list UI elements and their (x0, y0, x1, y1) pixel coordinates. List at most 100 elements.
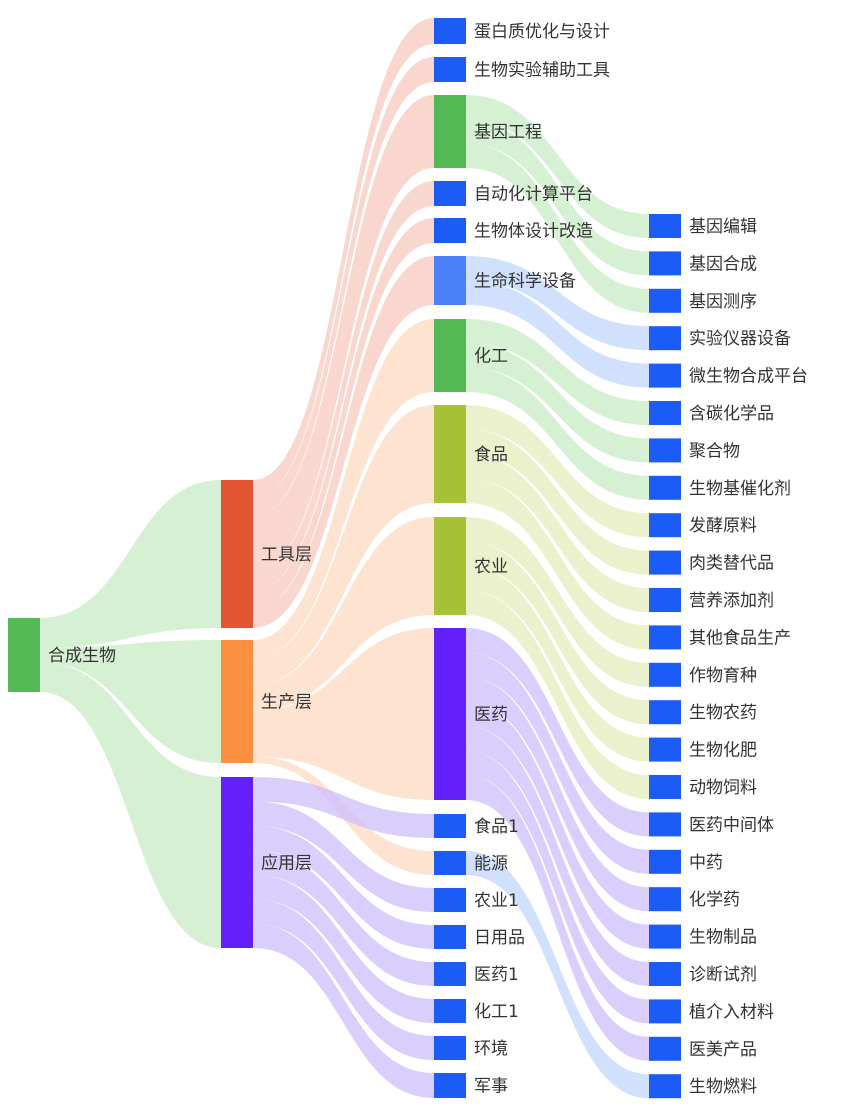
node-l7 (649, 438, 681, 463)
link-root-app (40, 662, 221, 948)
node-a6 (434, 999, 466, 1023)
node-label-l16: 动物饲料 (689, 778, 757, 798)
link-p4-l19 (466, 677, 649, 912)
node-p4 (434, 628, 466, 800)
node-t5 (434, 218, 466, 243)
node-l19 (649, 887, 681, 912)
node-l12 (649, 625, 681, 650)
node-label-l23: 医美产品 (689, 1040, 757, 1060)
node-label-l19: 化学药 (689, 890, 740, 910)
node-a8 (434, 1073, 466, 1098)
link-root-tool (40, 480, 221, 648)
node-l20 (649, 924, 681, 949)
node-a1 (434, 814, 466, 838)
node-l13 (649, 662, 681, 687)
link-app-a6 (253, 874, 434, 1023)
link-p4-l22 (466, 750, 649, 1024)
link-root-prod (40, 640, 221, 763)
node-label-l6: 含碳化学品 (689, 404, 774, 424)
node-tool (221, 480, 253, 628)
link-p4-l18 (466, 652, 649, 874)
node-label-t4: 自动化计算平台 (474, 185, 593, 205)
link-t6-l5 (466, 280, 649, 388)
node-label-l8: 生物基催化剂 (689, 479, 791, 499)
link-p2-l12 (466, 478, 649, 650)
node-label-t6: 生命科学设备 (474, 272, 576, 292)
node-label-l24: 生物燃料 (689, 1077, 757, 1097)
node-label-root: 合成生物 (48, 646, 116, 666)
link-p1-l7 (466, 343, 649, 463)
link-p1-l6 (466, 319, 649, 425)
node-l8 (649, 475, 681, 500)
node-root (8, 618, 40, 692)
node-l6 (649, 401, 681, 425)
node-l21 (649, 962, 681, 986)
node-l24 (649, 1074, 681, 1099)
node-a2 (434, 851, 466, 875)
node-label-a1: 食品1 (474, 817, 519, 837)
link-app-a7 (253, 899, 434, 1060)
link-app-a1 (253, 777, 434, 838)
node-label-l18: 中药 (689, 853, 723, 873)
node-l15 (649, 737, 681, 762)
link-app-a8 (253, 923, 434, 1098)
node-label-t5: 生物体设计改造 (474, 222, 593, 242)
link-p1-l8 (466, 367, 649, 500)
node-label-l9: 发酵原料 (689, 516, 757, 536)
node-label-l4: 实验仪器设备 (689, 329, 791, 349)
node-t2 (434, 57, 466, 82)
link-p2-l11 (466, 454, 649, 612)
node-l9 (649, 513, 681, 538)
link-app-a3 (253, 801, 434, 912)
link-p3-l16 (466, 590, 649, 799)
node-label-l17: 医药中间体 (689, 815, 774, 835)
node-p2 (434, 405, 466, 503)
link-t6-l4 (466, 256, 649, 351)
node-t6 (434, 256, 466, 305)
node-label-p3: 农业 (474, 557, 508, 577)
node-l22 (649, 999, 681, 1024)
node-label-l21: 诊断试剂 (689, 965, 757, 985)
link-tool-t2 (253, 57, 434, 517)
node-label-l14: 生物农药 (689, 703, 757, 723)
nodes-layer (8, 18, 681, 1099)
node-label-a4: 日用品 (474, 928, 525, 948)
link-a2-l24 (466, 851, 649, 1099)
node-label-l3: 基因测序 (689, 292, 757, 312)
link-p4-l21 (466, 726, 649, 986)
node-a3 (434, 888, 466, 912)
link-prod-p4 (253, 628, 434, 800)
node-label-a8: 军事 (474, 1077, 508, 1097)
node-l17 (649, 812, 681, 837)
link-t3-l3 (466, 143, 649, 313)
node-l1 (649, 214, 681, 238)
node-label-a3: 农业1 (474, 891, 519, 911)
link-p3-l15 (466, 566, 649, 762)
node-a5 (434, 962, 466, 986)
node-label-l1: 基因编辑 (689, 217, 757, 237)
node-label-tool: 工具层 (261, 545, 312, 565)
node-l11 (649, 588, 681, 612)
link-app-a5 (253, 850, 434, 986)
node-t1 (434, 18, 466, 44)
node-label-t1: 蛋白质优化与设计 (474, 22, 610, 42)
node-label-p2: 食品 (474, 445, 508, 465)
link-t3-l1 (466, 95, 649, 238)
node-label-prod: 生产层 (261, 693, 312, 713)
node-l18 (649, 849, 681, 874)
node-label-a6: 化工1 (474, 1002, 519, 1022)
node-label-a2: 能源 (474, 854, 508, 874)
link-app-a4 (253, 825, 434, 949)
node-l23 (649, 1036, 681, 1061)
node-p3 (434, 517, 466, 615)
node-label-l20: 生物制品 (689, 928, 757, 948)
node-label-t2: 生物实验辅助工具 (474, 61, 610, 81)
node-label-l22: 植介入材料 (689, 1002, 774, 1022)
node-a7 (434, 1036, 466, 1060)
link-p4-l17 (466, 628, 649, 837)
link-tool-t1 (253, 18, 434, 499)
node-l4 (649, 326, 681, 351)
